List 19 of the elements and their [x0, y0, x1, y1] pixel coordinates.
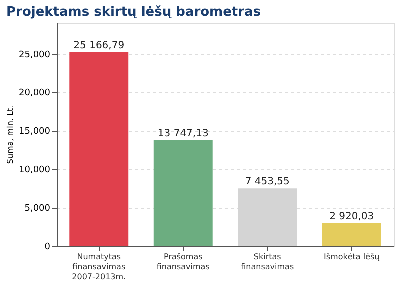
y-tick-label: 5,000 [24, 204, 51, 214]
x-tick-label: Išmokėta lėšų [324, 252, 380, 262]
chart-title: Projektams skirtų lėšų barometras [6, 5, 262, 20]
y-tick-label: 0 [44, 242, 51, 252]
x-tick-label: Skirtas finansavimas [241, 252, 294, 272]
data-label: 2 920,03 [330, 212, 374, 223]
y-tick-label: 15,000 [19, 127, 51, 138]
bar [70, 52, 129, 246]
y-axis-title: Suma, mln. Lt. [6, 106, 16, 164]
x-tick-label: Numatytas finansavimas 2007-2013m. [72, 252, 126, 282]
bar [154, 140, 213, 246]
data-label: 25 166,79 [74, 40, 125, 52]
y-tick-label: 25,000 [19, 50, 51, 60]
y-tick-label: 10,000 [19, 166, 51, 176]
x-tick-label: Prašomas finansavimas [156, 252, 210, 272]
data-label: 7 453,55 [245, 176, 290, 188]
bar [322, 224, 382, 246]
data-label: 13 747,13 [158, 128, 209, 140]
y-tick-label: 20,000 [19, 88, 51, 99]
